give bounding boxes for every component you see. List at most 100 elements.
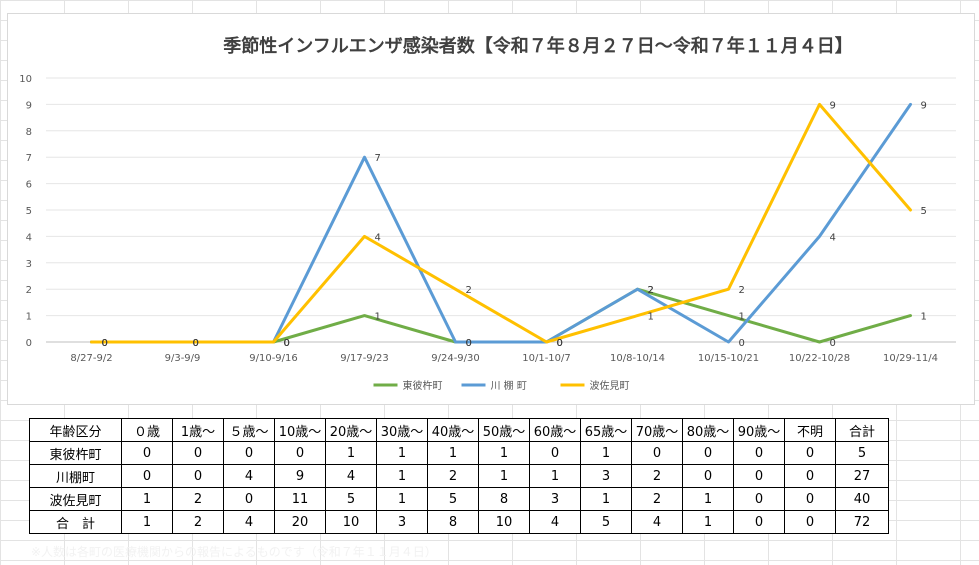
y-tick-label: 9 — [26, 100, 32, 111]
data-label: 0 — [193, 338, 199, 349]
data-label: 0 — [284, 338, 290, 349]
data-label: 7 — [375, 153, 381, 164]
footnote: ※人数は各町の医療機関からの報告によるものです（令和７年１１月４日） — [31, 545, 437, 559]
table-cell: 0 — [274, 441, 326, 465]
table-cell: 1 — [682, 487, 734, 511]
table-cell: 0 — [529, 441, 581, 465]
data-label: 0 — [284, 338, 290, 349]
table-cell: 0 — [631, 441, 683, 465]
data-label: 2 — [648, 285, 654, 296]
table-cell: 1 — [376, 441, 428, 465]
table-cell: 40歳～ — [427, 418, 479, 442]
table-cell: 10 — [478, 510, 530, 534]
table-cell: 0 — [223, 487, 275, 511]
table-cell: 2 — [427, 464, 479, 488]
data-label: 0 — [557, 338, 563, 349]
data-label: 0 — [466, 338, 472, 349]
table-cell: 1 — [580, 441, 632, 465]
y-tick-label: 3 — [26, 259, 32, 270]
y-tick-label: 1 — [26, 312, 32, 323]
age-breakdown-table: 年齢区分 ０歳 1歳～ ５歳～ 10歳～ 20歳～ 30歳～ 40歳～ 50歳～ 60歳～ 65歳～… — [29, 418, 889, 534]
table-cell: 2 — [631, 487, 683, 511]
data-label: 4 — [375, 232, 381, 243]
table-cell: 4 — [223, 510, 275, 534]
y-tick-label: 7 — [26, 153, 32, 164]
table-cell: 11 — [274, 487, 326, 511]
legend-label: 東彼杵町 — [403, 379, 443, 392]
data-label: 0 — [557, 338, 563, 349]
table-cell: 0 — [682, 464, 734, 488]
table-cell: 50歳～ — [478, 418, 530, 442]
table-cell: 60歳～ — [529, 418, 581, 442]
data-label: 2 — [739, 285, 745, 296]
table-cell: 5 — [580, 510, 632, 534]
table-cell: ０歳 — [121, 418, 173, 442]
table-cell: 1 — [376, 487, 428, 511]
table-cell: 0 — [172, 464, 224, 488]
y-tick-label: 8 — [26, 127, 32, 138]
x-tick-label: 9/3-9/9 — [165, 353, 201, 364]
row-header-cell: 合 計 — [29, 510, 122, 534]
data-label: 0 — [557, 338, 563, 349]
y-tick-label: 5 — [26, 206, 32, 217]
data-label: 0 — [739, 338, 745, 349]
chart-area[interactable]: 季節性インフルエンザ感染者数【令和７年８月２７日～令和７年１１月４日】 0 1 2 3… — [7, 13, 975, 405]
table-cell: 0 — [784, 487, 836, 511]
data-label: 5 — [921, 206, 927, 217]
table-cell: 1 — [478, 464, 530, 488]
y-tick-label: 10 — [19, 74, 32, 85]
table-row: 合 計 1 2 4 20 10 3 8 10 4 5 4 1 0 0 72 — [29, 510, 889, 534]
table-cell: 20 — [274, 510, 326, 534]
y-tick-label: 2 — [26, 285, 32, 296]
table-cell: 合計 — [835, 418, 889, 442]
table-cell: 1 — [529, 464, 581, 488]
table-cell: 9 — [274, 464, 326, 488]
table-cell: 0 — [733, 464, 785, 488]
table-cell: 0 — [733, 441, 785, 465]
table-cell: 72 — [835, 510, 889, 534]
table-cell: 80歳～ — [682, 418, 734, 442]
data-label: 1 — [739, 312, 745, 323]
data-label: 2 — [648, 285, 654, 296]
x-tick-label: 8/27-9/2 — [70, 353, 112, 364]
table-cell: 5 — [427, 487, 479, 511]
table-cell: 2 — [172, 510, 224, 534]
table-cell: 4 — [325, 464, 377, 488]
table-cell: 5 — [835, 441, 889, 465]
table-cell: 0 — [223, 441, 275, 465]
table-row: 東彼杵町 0 0 0 0 1 1 1 1 0 1 0 0 0 0 5 — [29, 441, 889, 465]
table-cell: 3 — [580, 464, 632, 488]
data-label: 0 — [284, 338, 290, 349]
row-header-cell: 東彼杵町 — [29, 441, 122, 465]
row-header-cell: 川棚町 — [29, 464, 122, 488]
table-cell: 0 — [121, 464, 173, 488]
x-tick-label: 10/8-10/14 — [610, 353, 665, 364]
table-cell: 5 — [325, 487, 377, 511]
table-cell: 30歳～ — [376, 418, 428, 442]
legend-label: 波佐見町 — [590, 379, 630, 392]
table-cell: 1歳～ — [172, 418, 224, 442]
table-cell: 0 — [172, 441, 224, 465]
series-line-3 — [90, 102, 912, 344]
table-cell: ５歳～ — [223, 418, 275, 442]
table-cell: 70歳～ — [631, 418, 683, 442]
table-cell: 1 — [121, 487, 173, 511]
series-line-2 — [90, 102, 912, 344]
table-cell: 27 — [835, 464, 889, 488]
data-label: 1 — [375, 312, 381, 323]
table-cell: 0 — [733, 510, 785, 534]
x-tick-label: 10/29-11/4 — [883, 353, 938, 364]
x-tick-label: 10/15-10/21 — [698, 353, 759, 364]
table-cell: 4 — [631, 510, 683, 534]
table-header-row: 年齢区分 ０歳 1歳～ ５歳～ 10歳～ 20歳～ 30歳～ 40歳～ 50歳～ 60歳～ 65歳～… — [29, 418, 889, 442]
data-label: 1 — [648, 312, 654, 323]
table-cell: 2 — [172, 487, 224, 511]
table-cell: 0 — [682, 441, 734, 465]
table-cell: 40 — [835, 487, 889, 511]
table-cell: 65歳～ — [580, 418, 632, 442]
table-cell: 0 — [784, 441, 836, 465]
x-tick-label: 10/1-10/7 — [522, 353, 571, 364]
data-label: 4 — [830, 232, 836, 243]
y-tick-label: 4 — [26, 232, 32, 243]
table-cell: 3 — [529, 487, 581, 511]
